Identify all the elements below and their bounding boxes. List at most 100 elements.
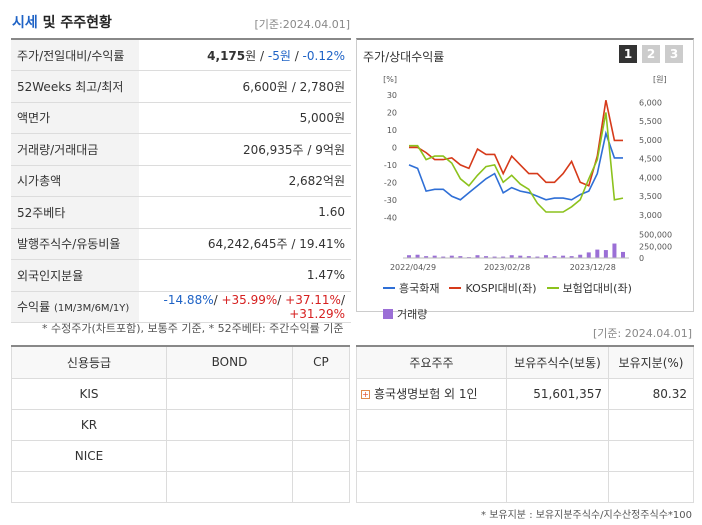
legend-series-2: 보험업대비(좌) xyxy=(546,280,632,296)
volume-tick-label: 0 xyxy=(639,254,644,263)
volume-bar xyxy=(509,255,514,258)
left-tick-label: -40 xyxy=(384,213,397,222)
volume-bar xyxy=(407,255,411,258)
stats-row: 외국인지분율 1.47% xyxy=(11,259,351,292)
expand-plus-icon[interactable]: + xyxy=(361,390,370,399)
volume-bar xyxy=(603,250,608,258)
left-tick-label: -30 xyxy=(384,196,397,205)
chart-svg: 30 20 10 0 -10 -20 -30 -40 [%] 6,000 5,500 5,000 4,5… xyxy=(383,75,672,272)
series-line-2 xyxy=(409,112,624,213)
volume-bar xyxy=(561,255,566,258)
stats-label: 액면가 xyxy=(11,102,139,134)
stats-label: 52Weeks 최고/최저 xyxy=(11,70,139,103)
x-tick-label: 2023/12/28 xyxy=(570,263,616,272)
stats-value: 206,935주 / 9억원 xyxy=(139,133,351,166)
table-row xyxy=(356,439,694,472)
chart-panel: 주가/상대수익률 1 2 3 30 20 10 0 -10 -20 -30 -40 [%] 6,0… xyxy=(356,38,694,321)
right-axis-unit: [원] xyxy=(653,75,667,84)
holders-table: 주요주주 보유주식수(보통) 보유지분(%) + 흥국생명보험 외 1인 51,6… xyxy=(356,345,694,503)
volume-bar xyxy=(458,256,463,258)
stats-row: 시가총액 2,682억원 xyxy=(11,165,351,197)
stats-row: 52주베타 1.60 xyxy=(11,196,351,229)
volume-bar xyxy=(578,254,583,258)
stats-label: 52주베타 xyxy=(11,196,139,229)
stats-row: 수익률 (1M/3M/6M/1Y) -14.88%/ +35.99%/ +37.1… xyxy=(11,291,351,323)
chart-tab-1[interactable]: 1 xyxy=(619,45,637,63)
left-axis-unit: [%] xyxy=(383,75,397,84)
holder-shares: 51,601,357 xyxy=(506,377,609,410)
left-tick-label: -10 xyxy=(384,161,397,170)
legend-volume: 거래량 xyxy=(383,306,427,322)
table-row xyxy=(356,470,694,503)
volume-bar xyxy=(543,255,548,258)
left-tick-label: 10 xyxy=(387,126,397,135)
left-tick-label: 20 xyxy=(387,108,397,117)
right-tick-label: 4,500 xyxy=(639,155,662,164)
volume-bar xyxy=(621,251,625,258)
stats-value: 2,682억원 xyxy=(139,165,351,197)
volume-bar xyxy=(526,256,531,258)
stats-row: 액면가 5,000원 xyxy=(11,102,351,134)
table-row: KIS xyxy=(10,377,351,410)
volume-bar xyxy=(612,243,617,258)
right-tick-label: 3,500 xyxy=(639,192,662,201)
x-tick-label: 2023/02/28 xyxy=(484,263,530,272)
stats-label: 외국인지분율 xyxy=(11,259,139,292)
series-line-1 xyxy=(409,100,623,187)
volume-bar xyxy=(586,252,591,258)
stats-label: 거래량/거래대금 xyxy=(11,133,139,166)
credit-header-bond: BOND xyxy=(166,345,293,379)
legend-series-0: 흥국화재 xyxy=(383,280,439,296)
stats-value: 6,600원 / 2,780원 xyxy=(139,70,351,103)
table-row xyxy=(10,470,351,503)
stats-row: 발행주식수/유동비율 64,242,645주 / 19.41% xyxy=(11,228,351,260)
volume-bar xyxy=(569,256,574,258)
right-tick-label: 4,000 xyxy=(639,173,662,182)
holder-pct: 80.32 xyxy=(608,377,694,410)
base-date-2: [기준: 2024.04.01] xyxy=(592,327,692,340)
x-tick-label: 2022/04/29 xyxy=(390,263,436,272)
volume-bar xyxy=(535,256,540,258)
volume-bar xyxy=(475,255,480,258)
right-tick-label: 3,000 xyxy=(639,211,662,220)
left-tick-label: -20 xyxy=(384,178,397,187)
chart-tabs: 1 2 3 xyxy=(619,45,683,63)
stats-value: 5,000원 xyxy=(139,102,351,134)
holders-header-shares: 보유주식수(보통) xyxy=(506,345,609,379)
holders-header-pct: 보유지분(%) xyxy=(608,345,694,379)
left-tick-label: 30 xyxy=(387,91,397,100)
legend-series-1: KOSPI대비(좌) xyxy=(449,280,537,296)
stats-row: 거래량/거래대금 206,935주 / 9억원 xyxy=(11,133,351,166)
table-row: NICE xyxy=(10,439,351,472)
series-line-0 xyxy=(408,130,623,201)
volume-bar xyxy=(449,255,454,258)
right-tick-label: 6,000 xyxy=(639,98,662,107)
table-row: KR xyxy=(10,408,351,441)
volume-bar xyxy=(518,255,523,258)
base-date: [기준:2024.04.01] xyxy=(254,18,350,31)
stats-value: 1.47% xyxy=(139,259,351,292)
stats-label: 주가/전일대비/수익률 xyxy=(11,38,139,71)
stats-value: 4,175원 / -5원 / -0.12% xyxy=(139,38,351,71)
holders-note: * 보유지분 : 보유지분주식수/지수산정주식수*100 xyxy=(481,510,692,521)
volume-bar xyxy=(501,256,506,258)
credit-header-grade: 신용등급 xyxy=(10,345,168,379)
volume-bar xyxy=(432,255,437,258)
chart-legend: 흥국화재 KOSPI대비(좌) 보험업대비(좌) 거래량 xyxy=(383,280,683,322)
volume-bar xyxy=(552,256,557,258)
credit-table: 신용등급 BOND CP KIS KR NICE xyxy=(10,345,351,503)
right-tick-label: 5,000 xyxy=(639,136,662,145)
right-tick-label: 5,500 xyxy=(639,117,662,126)
stats-label: 수익률 (1M/3M/6M/1Y) xyxy=(11,291,139,323)
stats-label: 발행주식수/유동비율 xyxy=(11,228,139,260)
table-row xyxy=(356,408,694,441)
holders-header-name: 주요주주 xyxy=(356,345,507,379)
chart-title: 주가/상대수익률 xyxy=(363,50,445,64)
holder-name[interactable]: 흥국생명보험 외 1인 xyxy=(374,387,478,401)
chart-tab-2[interactable]: 2 xyxy=(642,45,660,63)
stats-value: -14.88%/ +35.99%/ +37.11%/ +31.29% xyxy=(139,291,351,323)
volume-bar xyxy=(492,256,497,258)
credit-header-cp: CP xyxy=(291,345,351,379)
chart-tab-3[interactable]: 3 xyxy=(665,45,683,63)
stats-note: * 수정주가(차트포함), 보통주 기준, * 52주베타: 주간수익률 기준 xyxy=(42,322,344,335)
